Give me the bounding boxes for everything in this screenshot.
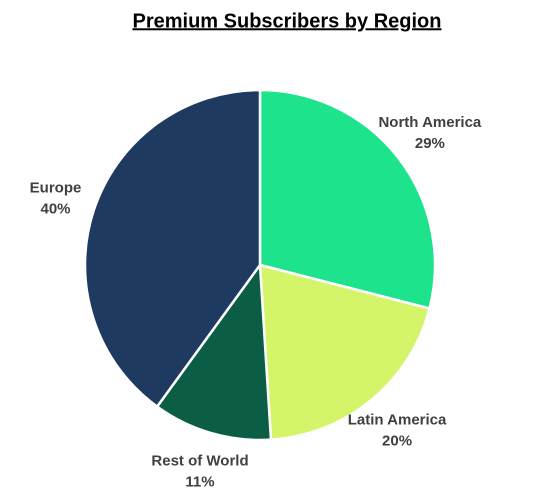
- chart-title: Premium Subscribers by Region: [133, 10, 442, 32]
- slice-label: Europe: [30, 180, 82, 197]
- pie-slice: [258, 88, 437, 311]
- slice-label: Latin America: [348, 412, 447, 429]
- slice-label: North America: [378, 114, 481, 131]
- pie-slice: [83, 88, 262, 409]
- slice-value-label: 40%: [41, 201, 71, 218]
- slice-value-label: 20%: [382, 433, 412, 450]
- slice-value-label: 11%: [185, 473, 214, 490]
- pie-slice: [258, 263, 432, 441]
- slice-label: Rest of World: [151, 452, 248, 469]
- pie-slice: [155, 261, 273, 442]
- slice-value-label: 29%: [415, 135, 445, 152]
